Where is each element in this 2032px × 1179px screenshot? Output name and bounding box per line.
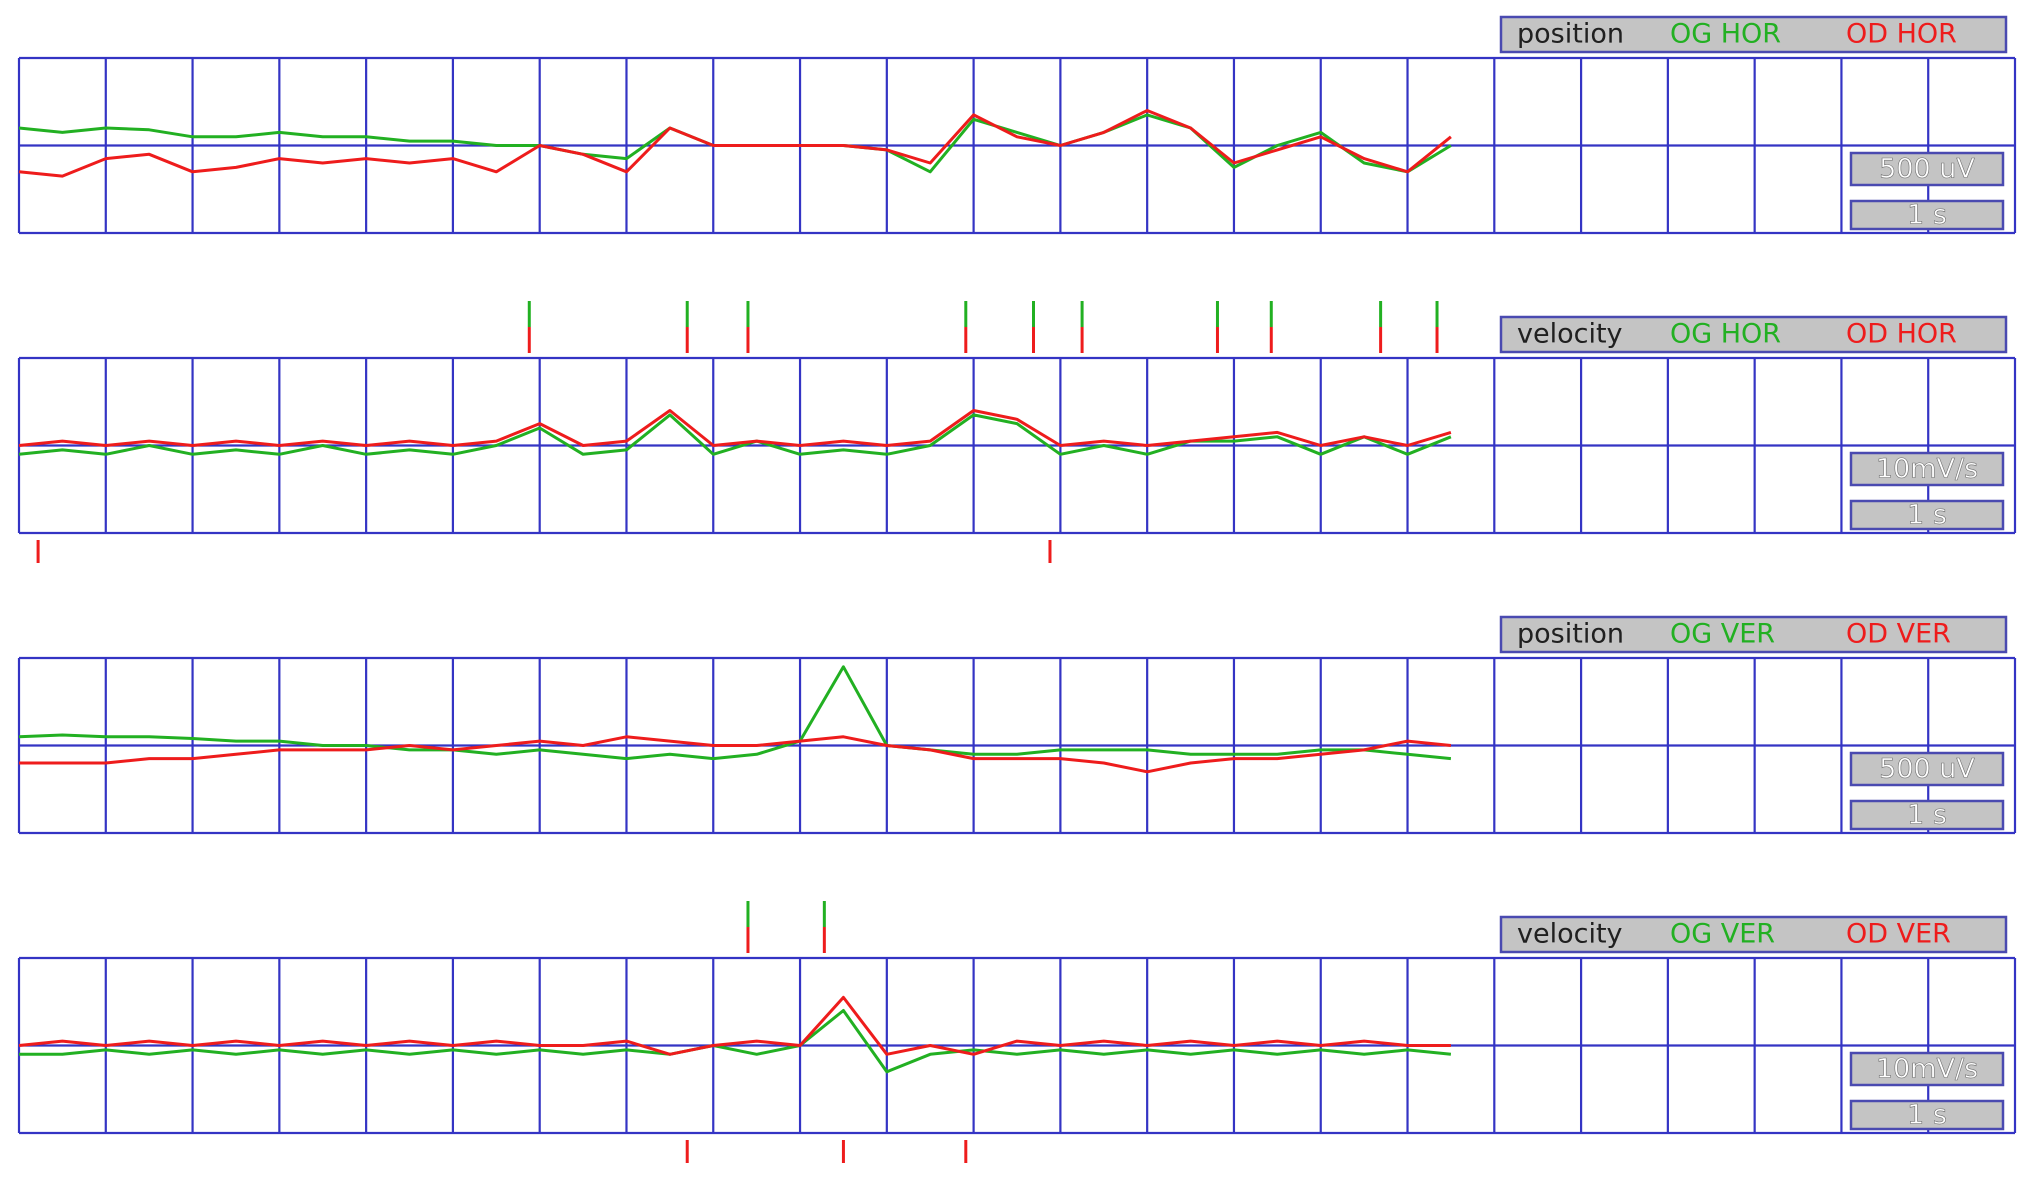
panel: position OG VER OD VER 500 uV 1 s [17, 615, 2017, 835]
time-scale: 1 s [1907, 500, 1947, 531]
right-eye-label: OD HOR [1846, 319, 1957, 350]
trace [19, 735, 1452, 774]
panel: velocity OG VER OD VER 10mV/s 1 s [17, 901, 2017, 1163]
amplitude-scale-box [1849, 151, 2005, 187]
right-eye-label: OD VER [1846, 619, 1951, 650]
left-eye-label: OG VER [1670, 619, 1775, 650]
left-eye-label: OG VER [1670, 919, 1775, 950]
left-eye-label: OG HOR [1670, 19, 1781, 50]
channel-label-box [1499, 15, 2008, 54]
time-scale: 1 s [1907, 1100, 1947, 1131]
channel-label-box [1499, 615, 2008, 654]
amplitude-scale: 500 uV [1879, 754, 1975, 785]
trace [18, 665, 1452, 761]
amplitude-scale-box [1849, 751, 2005, 787]
panel: velocity OG HOR OD HOR 10mV/s 1 s [17, 301, 2017, 563]
mode-label: velocity [1517, 319, 1623, 350]
trace [18, 109, 1452, 178]
channel-label-box [1499, 315, 2008, 354]
time-scale-box [1849, 799, 2005, 831]
trace [19, 1009, 1452, 1074]
trace [18, 409, 1452, 447]
amplitude-scale: 10mV/s [1876, 1054, 1978, 1085]
amplitude-scale: 10mV/s [1876, 454, 1978, 485]
trace [18, 995, 1451, 1056]
time-scale: 1 s [1907, 200, 1947, 231]
amplitude-scale-box [1849, 451, 2005, 487]
amplitude-scale-box [1849, 1051, 2005, 1087]
mode-label: position [1517, 19, 1624, 50]
panel: position OG HOR OD HOR 500 uV 1 s [17, 15, 2017, 235]
right-eye-label: OD VER [1846, 919, 1951, 950]
right-eye-label: OD HOR [1846, 19, 1957, 50]
mode-label: velocity [1517, 919, 1623, 950]
trace [18, 413, 1452, 456]
left-eye-label: OG HOR [1670, 319, 1781, 350]
time-scale: 1 s [1907, 800, 1947, 831]
mode-label: position [1517, 619, 1624, 650]
time-scale-box [1849, 199, 2005, 231]
time-scale-box [1849, 499, 2005, 531]
amplitude-scale: 500 uV [1879, 154, 1975, 185]
channel-label-box [1499, 915, 2008, 954]
time-scale-box [1849, 1099, 2005, 1131]
